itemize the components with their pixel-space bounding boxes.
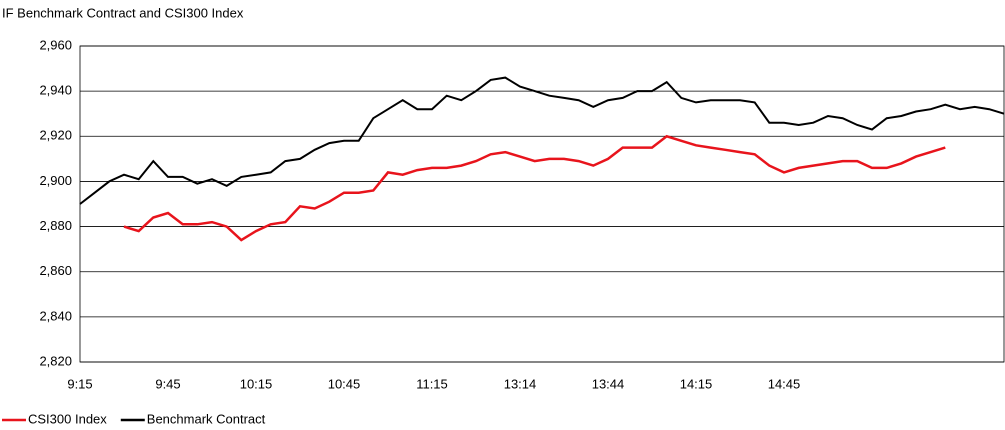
x-tick-label: 10:15 — [240, 376, 273, 391]
y-tick-label: 2,940 — [39, 83, 72, 98]
x-tick-label: 14:45 — [768, 376, 801, 391]
legend-label: Benchmark Contract — [147, 411, 266, 426]
series-line — [79, 76, 1005, 205]
x-tick-label: 14:15 — [680, 376, 713, 391]
y-tick-label: 2,960 — [39, 37, 72, 52]
chart-title: IF Benchmark Contract and CSI300 Index — [2, 5, 244, 20]
y-tick-label: 2,860 — [39, 263, 72, 278]
x-tick-label: 13:44 — [592, 376, 625, 391]
y-tick-label: 2,880 — [39, 218, 72, 233]
x-tick-label: 13:14 — [504, 376, 537, 391]
y-tick-label: 2,900 — [39, 173, 72, 188]
x-tick-label: 11:15 — [416, 376, 448, 391]
y-tick-label: 2,920 — [39, 128, 72, 143]
y-tick-label: 2,820 — [39, 353, 72, 368]
x-tick-label: 10:45 — [328, 376, 361, 391]
x-tick-label: 9:45 — [155, 376, 180, 391]
y-tick-label: 2,840 — [39, 308, 72, 323]
x-tick-label: 9:15 — [67, 376, 92, 391]
legend-label: CSI300 Index — [28, 411, 107, 426]
series-line — [123, 134, 946, 242]
